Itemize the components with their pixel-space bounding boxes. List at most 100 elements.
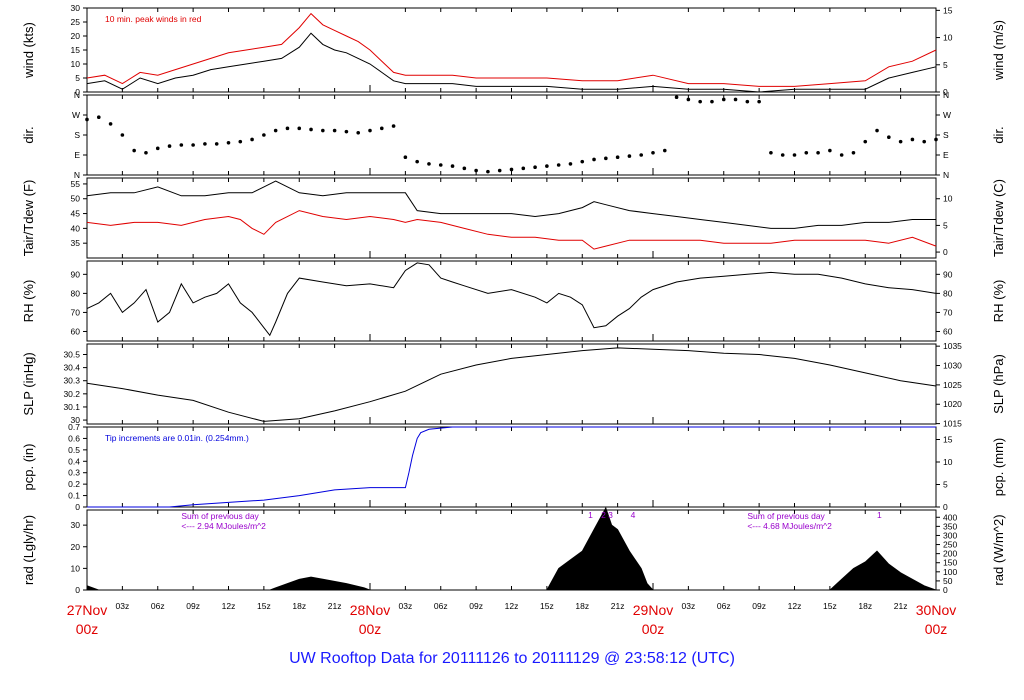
- y-tick-label: 35: [71, 238, 81, 248]
- y-axis-title: dir.: [21, 126, 36, 143]
- y-axis-title-right: SLP (hPa): [991, 354, 1006, 414]
- series-line: [87, 426, 936, 508]
- chart-annotation: Sum of previous day: [181, 511, 259, 521]
- y-tick-label: 20: [71, 31, 81, 41]
- x-tick-label: 09z: [752, 601, 766, 611]
- series-line: [86, 12, 937, 87]
- data-point: [238, 139, 243, 144]
- x-tick-label: 21z: [611, 601, 625, 611]
- x-tick-label: 15z: [540, 601, 554, 611]
- y-tick-label: 90: [71, 269, 81, 279]
- data-point: [580, 159, 585, 164]
- series-line: [86, 347, 937, 422]
- y-tick-label-right: 1030: [943, 361, 962, 371]
- data-point: [698, 99, 702, 104]
- data-point: [262, 133, 266, 137]
- data-point: [155, 146, 160, 151]
- panel-frame: [86, 260, 937, 342]
- data-point: [179, 143, 184, 147]
- y-axis-title: SLP (inHg): [21, 352, 36, 415]
- page-title: UW Rooftop Data for 20111126 to 20111129…: [289, 650, 735, 667]
- y-tick-label: 30.4: [63, 363, 80, 373]
- y-tick-label: 0.4: [68, 456, 80, 466]
- y-tick-label-right: 10: [943, 457, 953, 467]
- panel-frame: [86, 343, 937, 425]
- data-point: [887, 135, 891, 140]
- y-axis-title: rad (Lgly/hr): [21, 515, 36, 585]
- chart-annotation: 3: [608, 510, 613, 520]
- data-point: [710, 99, 714, 104]
- y-tick-label: 0.1: [68, 491, 80, 501]
- series-area: [86, 506, 937, 591]
- x-tick-label: 21z: [328, 601, 342, 611]
- data-point: [356, 130, 361, 135]
- y-tick-label-right: N: [943, 170, 949, 180]
- x-day-label: 27Nov: [67, 602, 107, 618]
- y-tick-label: 25: [71, 17, 81, 27]
- data-point: [863, 139, 868, 144]
- data-point: [332, 128, 337, 133]
- y-tick-label-right: S: [943, 130, 949, 140]
- data-point: [556, 163, 561, 167]
- chart-annotation: <--- 4.68 MJoules/m^2: [747, 521, 832, 531]
- y-tick-label-right: 15: [943, 5, 953, 15]
- y-tick-label: 45: [71, 209, 81, 219]
- y-axis-title: wind (kts): [21, 22, 36, 79]
- x-tick-label: 09z: [186, 601, 200, 611]
- y-tick-label-right: 250: [943, 540, 957, 550]
- x-tick-label: 09z: [469, 601, 483, 611]
- x-day-hour-label: 00z: [642, 621, 665, 637]
- y-axis-title: pcp. (in): [21, 444, 36, 491]
- x-tick-label: 15z: [257, 601, 271, 611]
- y-axis-title-right: wind (m/s): [991, 20, 1006, 81]
- chart-annotation: Sum of previous day: [747, 511, 825, 521]
- y-tick-label: 10: [71, 563, 81, 573]
- y-tick-label: 55: [71, 179, 81, 189]
- y-tick-label: 30: [71, 3, 81, 13]
- x-tick-label: 06z: [151, 601, 165, 611]
- y-tick-label: N: [74, 170, 80, 180]
- y-tick-label: 5: [75, 73, 80, 83]
- data-point: [285, 126, 290, 131]
- series-line: [86, 262, 937, 337]
- data-point: [674, 95, 679, 100]
- data-point: [297, 126, 302, 131]
- y-tick-label: 20: [71, 542, 81, 552]
- x-tick-label: 18z: [575, 601, 589, 611]
- y-tick-label: 0: [75, 87, 80, 97]
- data-point: [85, 117, 89, 122]
- data-point: [167, 144, 172, 148]
- chart-annotation: <--- 2.94 MJoules/m^2: [181, 521, 266, 531]
- data-point: [214, 142, 219, 146]
- y-tick-label: 50: [71, 194, 81, 204]
- y-tick-label: 15: [71, 45, 81, 55]
- y-tick-label-right: 0: [943, 502, 948, 512]
- y-axis-title: Tair/Tdew (F): [21, 180, 36, 257]
- y-tick-label: S: [74, 130, 80, 140]
- data-point: [497, 168, 502, 173]
- y-tick-label: 0.6: [68, 433, 80, 443]
- data-point: [379, 126, 384, 131]
- data-point: [662, 148, 667, 153]
- y-tick-label-right: 100: [943, 567, 957, 577]
- y-tick-label: 80: [71, 288, 81, 298]
- y-tick-label: 30.2: [63, 389, 80, 399]
- y-tick-label-right: 70: [943, 307, 953, 317]
- x-tick-label: 03z: [399, 601, 413, 611]
- data-point: [910, 137, 915, 142]
- series-line: [86, 32, 937, 93]
- data-point: [804, 150, 809, 155]
- data-point: [438, 163, 443, 167]
- y-tick-label-right: 10: [943, 33, 953, 43]
- data-point: [191, 143, 195, 147]
- y-tick-label: W: [72, 110, 80, 120]
- y-tick-label: 60: [71, 326, 81, 336]
- x-day-label: 30Nov: [916, 602, 956, 618]
- x-tick-label: 21z: [894, 601, 908, 611]
- data-point: [108, 122, 113, 126]
- y-tick-label: 0.7: [68, 422, 80, 432]
- y-tick-label-right: 150: [943, 558, 957, 568]
- y-tick-label-right: 300: [943, 530, 957, 540]
- y-tick-label-right: W: [943, 110, 951, 120]
- y-tick-label-right: 1025: [943, 380, 962, 390]
